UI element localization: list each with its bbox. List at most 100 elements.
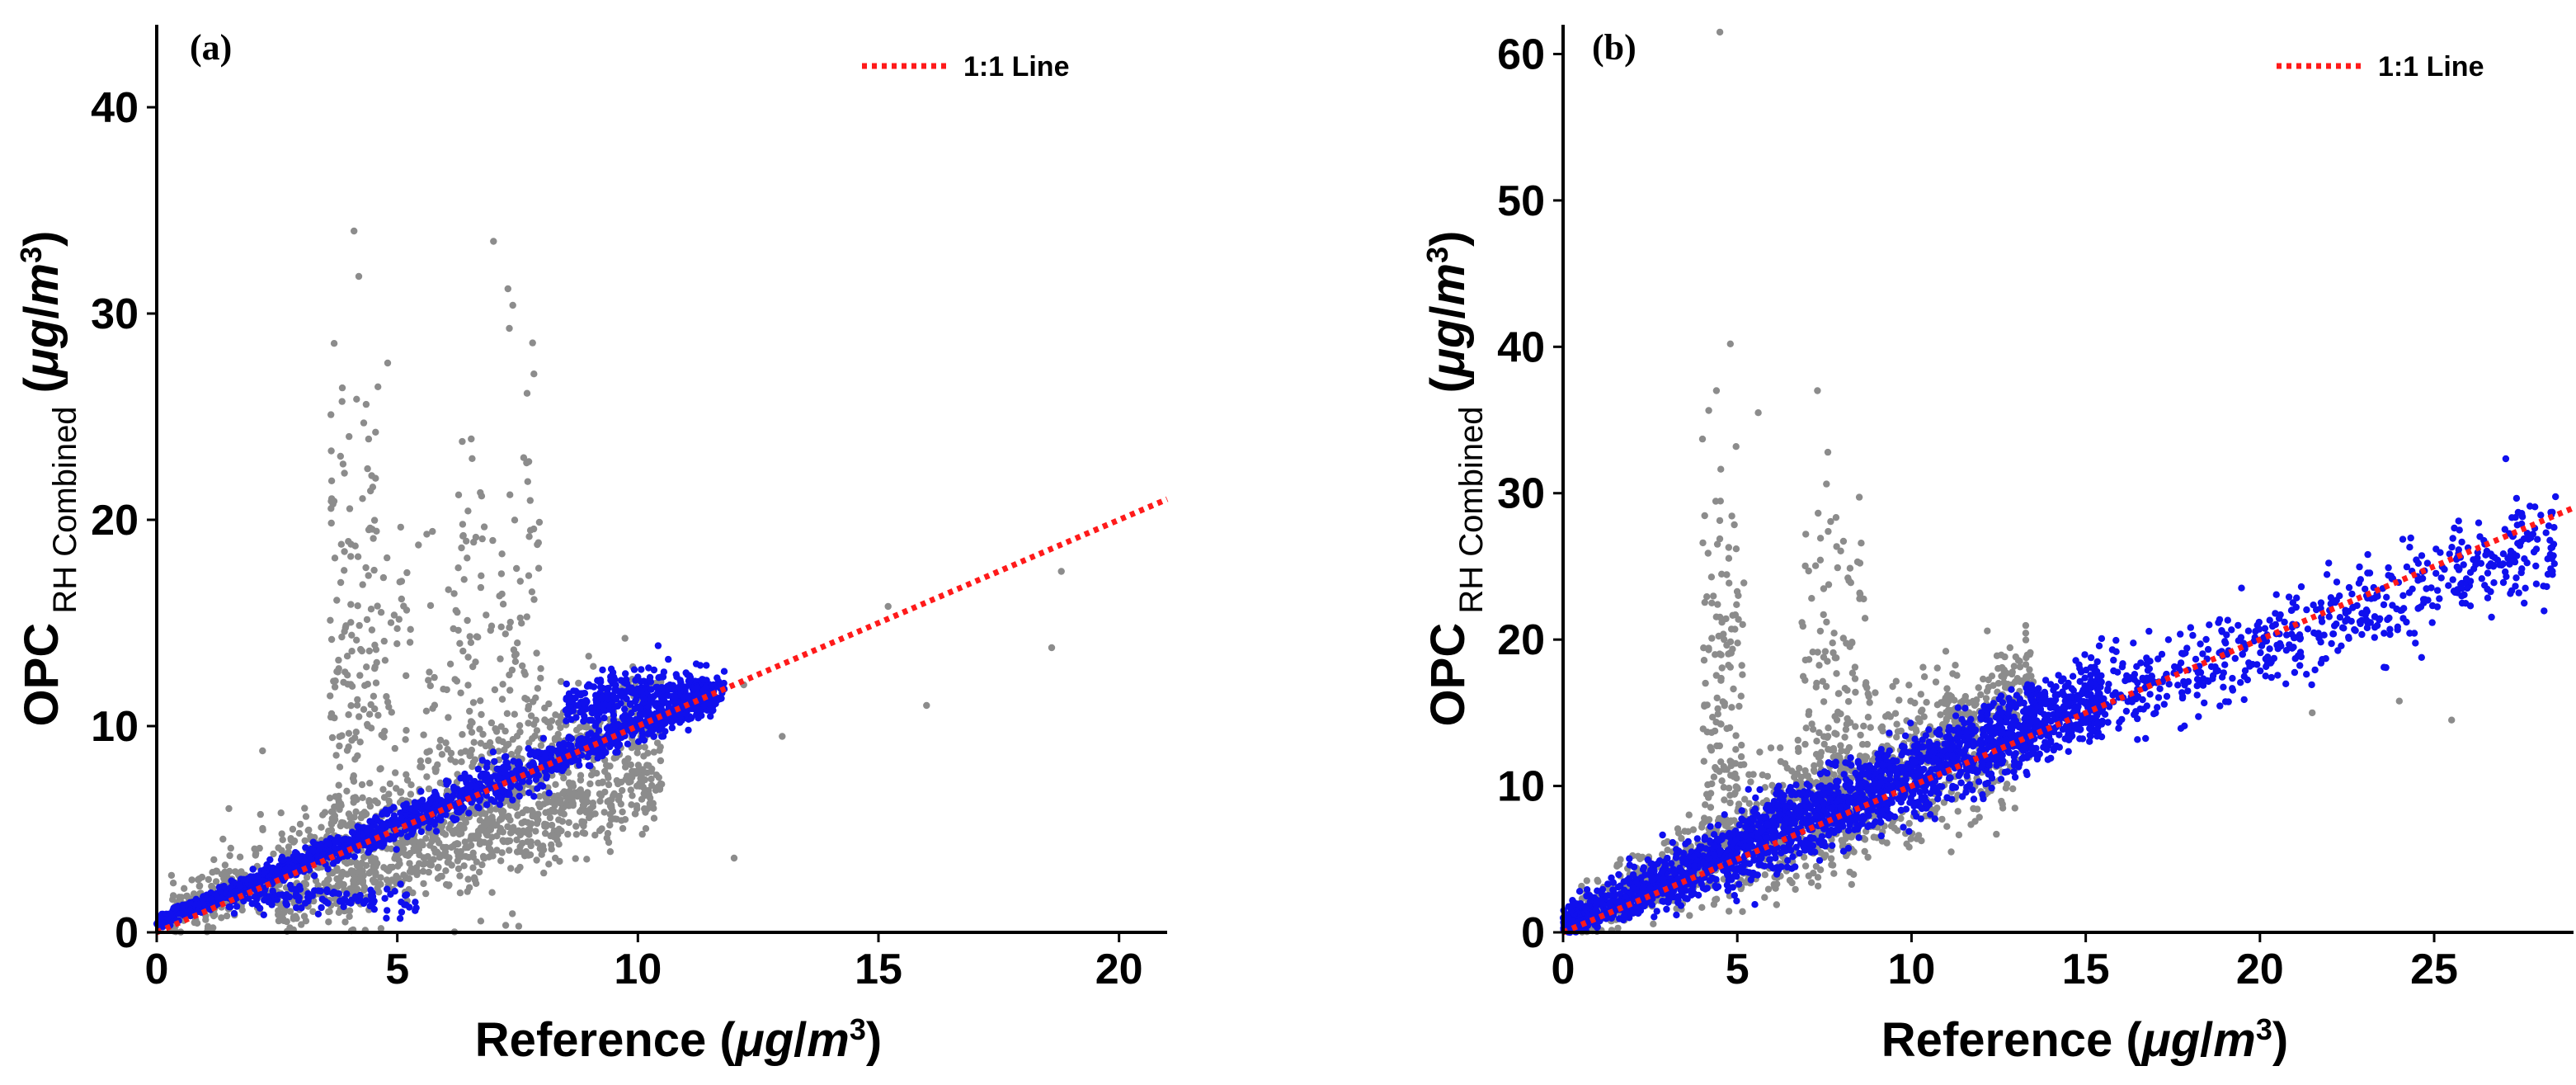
data-point bbox=[298, 921, 305, 928]
data-point bbox=[612, 696, 620, 703]
data-point bbox=[1943, 685, 1951, 692]
data-point bbox=[1920, 673, 1928, 681]
data-point bbox=[1725, 554, 1733, 562]
data-point bbox=[621, 757, 629, 765]
data-point bbox=[406, 860, 413, 867]
data-point bbox=[330, 889, 337, 896]
data-point bbox=[511, 710, 518, 718]
data-point bbox=[318, 851, 327, 859]
data-point bbox=[609, 668, 617, 677]
data-point bbox=[1718, 777, 1726, 785]
data-point bbox=[176, 894, 183, 901]
data-point bbox=[612, 753, 620, 762]
data-point bbox=[627, 778, 634, 785]
data-point bbox=[221, 861, 229, 869]
data-point bbox=[1738, 662, 1745, 669]
data-point bbox=[491, 757, 498, 766]
data-point bbox=[567, 743, 575, 751]
data-point bbox=[1725, 908, 1733, 915]
data-point bbox=[327, 692, 334, 700]
data-point bbox=[290, 913, 298, 921]
data-point bbox=[169, 892, 177, 899]
data-point bbox=[336, 805, 343, 814]
data-point bbox=[406, 903, 413, 911]
data-point bbox=[2022, 673, 2030, 681]
data-point bbox=[696, 662, 704, 669]
data-point bbox=[1700, 757, 1707, 765]
data-point bbox=[360, 899, 368, 908]
data-point bbox=[363, 828, 370, 835]
data-point bbox=[698, 712, 705, 719]
data-point bbox=[467, 842, 475, 849]
data-point bbox=[526, 526, 535, 534]
data-point bbox=[1707, 743, 1714, 751]
data-point bbox=[381, 657, 389, 664]
data-point bbox=[529, 339, 536, 347]
data-point bbox=[489, 748, 497, 756]
x-tick-label: 10 bbox=[614, 946, 662, 993]
data-point bbox=[584, 736, 592, 744]
data-point bbox=[218, 914, 225, 922]
data-point bbox=[210, 924, 217, 932]
data-point bbox=[1729, 611, 1736, 619]
data-point bbox=[195, 882, 203, 890]
data-point bbox=[441, 831, 450, 838]
data-point bbox=[371, 641, 379, 649]
data-point bbox=[367, 487, 374, 495]
data-point bbox=[381, 894, 389, 903]
data-point bbox=[329, 860, 337, 867]
data-point bbox=[621, 816, 629, 823]
data-point bbox=[627, 761, 634, 769]
data-point bbox=[884, 602, 892, 611]
data-point bbox=[511, 658, 520, 665]
data-point bbox=[689, 684, 696, 692]
legend-label: 1:1 Line bbox=[963, 51, 1069, 83]
data-point bbox=[336, 763, 344, 771]
data-point bbox=[377, 925, 385, 932]
data-point bbox=[394, 875, 402, 882]
data-point bbox=[1726, 791, 1734, 800]
data-point bbox=[444, 795, 452, 803]
data-point bbox=[518, 620, 525, 627]
data-point bbox=[368, 472, 375, 479]
data-point bbox=[576, 808, 584, 815]
data-point bbox=[280, 909, 288, 917]
data-point bbox=[388, 709, 395, 716]
data-point bbox=[383, 914, 390, 922]
data-point bbox=[535, 810, 542, 818]
data-point bbox=[414, 847, 421, 855]
data-point bbox=[513, 564, 520, 573]
data-point bbox=[497, 655, 504, 663]
data-point bbox=[633, 749, 641, 757]
data-point bbox=[1801, 862, 1810, 870]
data-point bbox=[366, 803, 374, 810]
data-point bbox=[628, 710, 635, 717]
data-point bbox=[586, 814, 593, 822]
data-point bbox=[337, 540, 345, 548]
data-point bbox=[374, 885, 381, 892]
data-point bbox=[426, 601, 435, 610]
data-point bbox=[442, 867, 450, 875]
data-point bbox=[525, 739, 533, 747]
data-point bbox=[273, 867, 280, 875]
data-point bbox=[526, 751, 534, 758]
data-point bbox=[640, 737, 648, 744]
data-point bbox=[371, 797, 379, 804]
data-point bbox=[323, 888, 331, 896]
data-point bbox=[658, 781, 666, 788]
data-point bbox=[1781, 760, 1789, 767]
data-point bbox=[445, 714, 452, 721]
data-point bbox=[327, 616, 334, 624]
data-point bbox=[348, 737, 356, 744]
data-point bbox=[563, 680, 570, 688]
data-point bbox=[398, 899, 405, 906]
data-point bbox=[1614, 924, 1622, 932]
data-point bbox=[1795, 748, 1802, 755]
data-point bbox=[1889, 682, 1896, 691]
data-point bbox=[506, 618, 514, 626]
data-point bbox=[1737, 692, 1745, 700]
data-point bbox=[367, 886, 374, 894]
data-point bbox=[503, 710, 511, 717]
data-point bbox=[314, 882, 322, 889]
